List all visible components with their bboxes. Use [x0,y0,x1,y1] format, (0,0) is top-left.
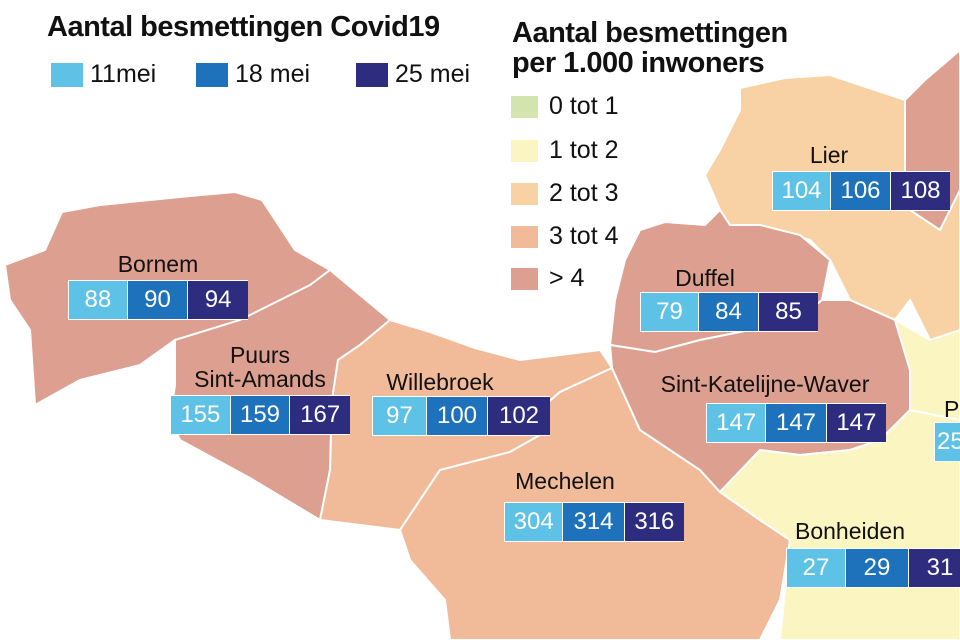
title-density: Aantal besmettingen per 1.000 inwoners [512,17,788,79]
region-east [893,317,960,422]
value-boxes: 155 159 167 [170,395,350,435]
municipality-name: Puurs Sint-Amands [194,342,326,392]
value-25mei: 167 [289,395,350,435]
value-boxes: 104 106 108 [772,171,950,211]
value-18mei: 314 [562,502,625,542]
municipality-name: Duffel [675,265,735,291]
legend-item-gt-4: > 4 [510,264,584,293]
value-25mei: 31 [908,548,960,588]
value-11mei: 104 [772,171,832,211]
legend-label: 0 tot 1 [549,92,619,120]
legend-swatch [510,138,539,163]
value-11mei: 25 [934,422,960,462]
legend-swatch [510,94,539,119]
value-boxes: 97 100 102 [372,396,550,436]
legend-item-25mei: 25 mei [355,60,470,89]
legend-swatch [510,181,539,206]
legend-swatch [510,224,539,249]
value-18mei: 84 [698,292,759,332]
value-boxes: 25 [934,422,960,462]
value-boxes: 27 29 31 [786,548,960,588]
value-25mei: 94 [187,280,248,320]
municipality-name: Mechelen [515,468,615,494]
legend-label: 1 tot 2 [549,136,619,164]
legend-item-18mei: 18 mei [195,60,310,89]
value-18mei: 100 [426,396,488,436]
legend-swatch [195,61,229,88]
legend-item-2-tot-3: 2 tot 3 [510,179,619,208]
value-18mei: 159 [229,395,291,435]
municipality-name: Willebroek [386,369,494,395]
value-18mei: 106 [830,171,891,211]
value-boxes: 88 90 94 [68,280,248,320]
legend-item-3-tot-4: 3 tot 4 [510,222,619,251]
municipality-name: P [944,396,960,422]
legend-item-1-tot-2: 1 tot 2 [510,136,619,165]
legend-label: > 4 [549,264,585,292]
legend-item-11mei: 11mei [50,60,156,89]
value-25mei: 108 [890,171,950,211]
value-25mei: 85 [758,292,818,332]
legend-label: 3 tot 4 [549,222,619,250]
legend-label: 2 tot 3 [549,179,619,207]
value-11mei: 147 [706,403,767,443]
value-boxes: 79 84 85 [640,292,818,332]
value-boxes: 147 147 147 [706,403,886,443]
value-11mei: 97 [372,396,427,436]
legend-label: 18 mei [235,60,311,88]
municipality-name: Bornem [117,251,199,277]
value-18mei: 90 [126,280,189,320]
value-18mei: 147 [765,403,827,443]
legend-swatch [50,61,84,88]
municipality-name: Bonheiden [795,518,905,544]
value-11mei: 304 [504,502,564,542]
title-besmettingen: Aantal besmettingen Covid19 [47,11,440,43]
value-18mei: 29 [845,548,909,588]
value-11mei: 79 [640,292,700,332]
value-boxes: 304 314 316 [504,502,684,542]
value-25mei: 147 [825,403,886,443]
municipality-name: Sint-Katelijne-Waver [660,371,870,397]
value-11mei: 155 [170,395,231,435]
value-11mei: 27 [786,548,846,588]
legend-label: 11mei [90,60,157,88]
value-25mei: 102 [487,396,550,436]
legend-swatch [355,61,389,88]
legend-item-0-tot-1: 0 tot 1 [510,92,619,121]
value-11mei: 88 [68,280,128,320]
municipality-name: Lier [809,142,849,168]
value-25mei: 316 [623,502,684,542]
legend-label: 25 mei [395,60,471,88]
legend-swatch [510,266,539,291]
